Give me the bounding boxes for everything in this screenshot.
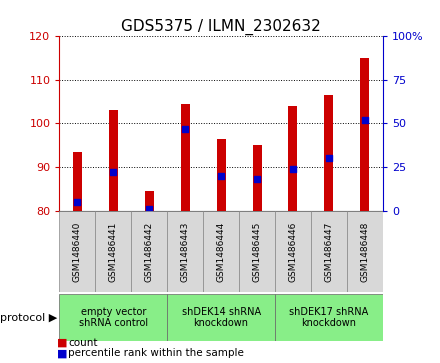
FancyBboxPatch shape	[311, 211, 347, 292]
Point	[326, 155, 333, 161]
Bar	[360, 58, 369, 211]
FancyBboxPatch shape	[167, 211, 203, 292]
FancyBboxPatch shape	[275, 211, 311, 292]
FancyBboxPatch shape	[131, 211, 167, 292]
Point	[290, 166, 297, 172]
Point	[110, 169, 117, 175]
Text: percentile rank within the sample: percentile rank within the sample	[68, 348, 244, 358]
Bar	[289, 106, 297, 211]
Text: GSM1486443: GSM1486443	[181, 221, 190, 282]
Text: GSM1486447: GSM1486447	[324, 221, 334, 282]
Text: count: count	[68, 338, 98, 348]
Text: shDEK14 shRNA
knockdown: shDEK14 shRNA knockdown	[182, 307, 260, 329]
FancyBboxPatch shape	[239, 211, 275, 292]
Title: GDS5375 / ILMN_2302632: GDS5375 / ILMN_2302632	[121, 19, 321, 35]
FancyBboxPatch shape	[95, 211, 131, 292]
FancyBboxPatch shape	[347, 211, 383, 292]
FancyBboxPatch shape	[275, 294, 383, 341]
Text: GSM1486446: GSM1486446	[289, 221, 297, 282]
Text: shDEK17 shRNA
knockdown: shDEK17 shRNA knockdown	[289, 307, 369, 329]
Text: GSM1486445: GSM1486445	[253, 221, 261, 282]
Point	[146, 206, 153, 212]
Text: GSM1486444: GSM1486444	[216, 221, 226, 281]
Bar	[145, 191, 154, 211]
Point	[253, 176, 260, 182]
Bar	[109, 110, 118, 211]
Bar	[216, 139, 226, 211]
Point	[182, 126, 189, 131]
Point	[74, 199, 81, 205]
Bar	[253, 145, 261, 211]
Point	[218, 173, 225, 179]
FancyBboxPatch shape	[203, 211, 239, 292]
Text: ■: ■	[57, 348, 68, 358]
Text: protocol ▶: protocol ▶	[0, 313, 57, 323]
Text: GSM1486441: GSM1486441	[109, 221, 118, 282]
Bar	[324, 95, 334, 211]
Text: GSM1486448: GSM1486448	[360, 221, 369, 282]
Text: GSM1486440: GSM1486440	[73, 221, 82, 282]
Bar	[73, 152, 82, 211]
Text: GSM1486442: GSM1486442	[145, 221, 154, 281]
FancyBboxPatch shape	[59, 294, 167, 341]
Text: empty vector
shRNA control: empty vector shRNA control	[79, 307, 148, 329]
Point	[361, 117, 368, 123]
Bar	[181, 104, 190, 211]
FancyBboxPatch shape	[167, 294, 275, 341]
Text: ■: ■	[57, 338, 68, 348]
FancyBboxPatch shape	[59, 211, 95, 292]
